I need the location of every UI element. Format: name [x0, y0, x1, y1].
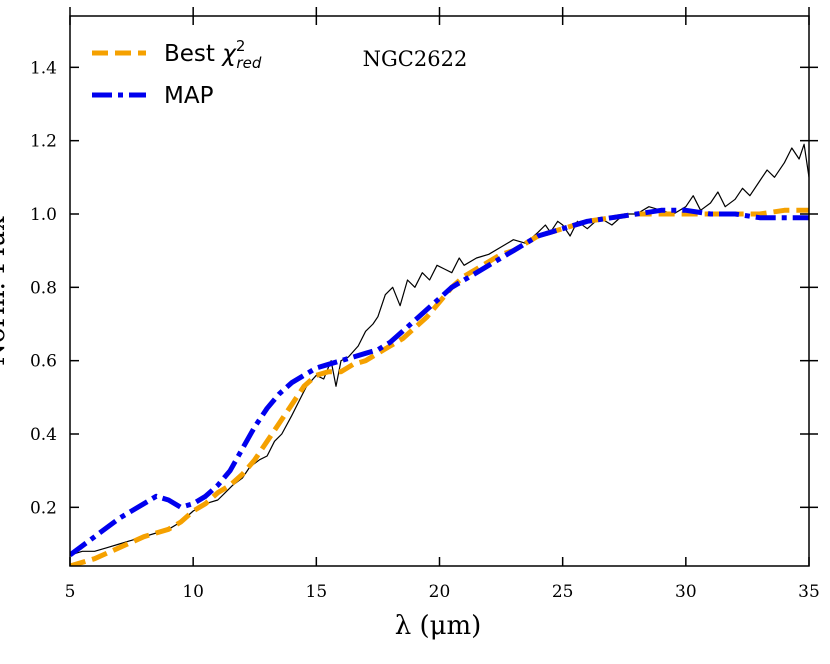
x-tick-label: 30 [675, 582, 697, 602]
y-tick-label: 1.4 [30, 58, 57, 78]
x-tick-label: 25 [552, 582, 574, 602]
x-tick-label: 10 [182, 582, 204, 602]
series-line-dashed [70, 207, 809, 566]
x-tick-label: 5 [65, 582, 76, 602]
y-tick-label: 0.4 [30, 425, 57, 445]
y-tick-label: 1.2 [30, 132, 57, 152]
y-tick-label: 1.0 [30, 205, 57, 225]
y-tick-label: 0.6 [30, 352, 57, 372]
y-tick-label: 0.8 [30, 278, 57, 298]
x-tick-label: 15 [306, 582, 328, 602]
series-layer [70, 143, 809, 566]
series-line-dash-dot [70, 207, 809, 558]
legend-label-best-chi2: Best χ2 red [164, 37, 262, 72]
y-axis-title: Norm. Flux [0, 216, 11, 366]
annotation-label: NGC2622 [363, 47, 468, 71]
x-tick-label: 20 [429, 582, 451, 602]
x-tick-label: 35 [798, 582, 820, 602]
legend-label-map: MAP [164, 83, 214, 109]
axis-ticks: 5 10 15 20 25 30 35 0.2 0.4 0.6 0.8 1.0 1.2 1.4 [30, 7, 820, 602]
x-axis-title: λ (μm) [395, 611, 482, 641]
legend: Best χ2 red MAP [92, 37, 262, 109]
y-tick-label: 0.2 [30, 498, 57, 518]
series-line-solid-thin [70, 143, 809, 556]
